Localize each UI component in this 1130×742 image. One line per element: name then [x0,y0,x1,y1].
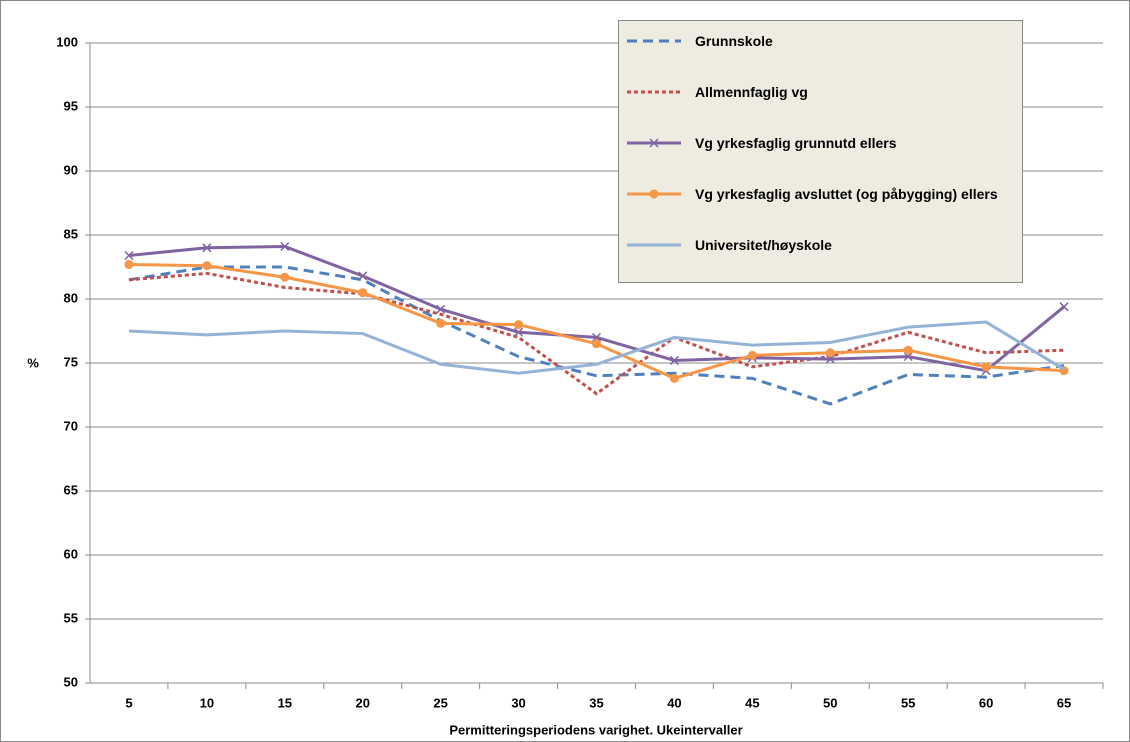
point [591,332,602,342]
y-tick-label: 70 [64,418,78,433]
legend-entry: Vg yrkesfaglig grunnutd ellers [619,131,1022,182]
x-tick-label: 10 [200,695,214,710]
point [280,272,290,282]
x-tick-label: 15 [278,695,292,710]
legend-entry: Allmennfaglig vg [619,80,1022,131]
point [202,261,212,271]
point [280,241,290,252]
x-tick-label: 25 [433,695,447,710]
point [124,250,134,261]
point [436,304,446,314]
x-tick-label: 65 [1057,695,1071,710]
point [1059,302,1069,312]
x-tick-label: 55 [901,695,915,710]
y-tick-label: 75 [64,354,78,369]
point [124,259,134,269]
legend-label: Vg yrkesfaglig grunnutd ellers [695,135,897,151]
legend-entry: Vg yrkesfaglig avsluttet (og påbygging) … [619,182,1022,233]
x-tick-label: 50 [823,695,837,710]
point [202,243,212,253]
x-axis-label: Permitteringsperiodens varighet. Ukeinte… [449,722,742,737]
legend-swatch [627,243,681,247]
series-line [128,271,1065,396]
point [514,320,524,330]
point [669,373,679,383]
point [747,350,757,360]
point [903,345,913,355]
series-line [128,320,1065,375]
y-tick-label: 90 [64,162,78,177]
y-tick-label: 80 [64,290,78,305]
x-tick-label: 60 [979,695,993,710]
legend-label: Vg yrkesfaglig avsluttet (og påbygging) … [695,186,998,202]
y-tick-label: 55 [64,610,78,625]
x-tick-label: 30 [511,695,525,710]
point [669,355,679,365]
y-tick-label: 50 [64,674,78,689]
point [649,189,659,199]
legend-label: Allmennfaglig vg [695,84,808,100]
legend-swatch [627,90,681,94]
point [358,271,368,281]
legend-swatch [627,39,681,43]
series-line [128,265,1065,406]
x-tick-label: 5 [125,695,132,710]
point [825,348,835,358]
x-tick-label: 35 [589,695,603,710]
legend: Grunnskole Allmennfaglig vg Vg yrkesfaglig… [618,20,1023,283]
point [592,339,601,349]
x-tick-label: 45 [745,695,759,710]
point [514,327,524,337]
legend-label: Grunnskole [695,33,773,49]
point [903,352,913,362]
legend-label: Universitet/høyskole [695,237,832,253]
legend-entry: Grunnskole [619,29,1022,80]
legend-entry: Universitet/høyskole [619,233,1022,284]
point [649,138,659,148]
point [436,318,446,328]
x-tick-label: 40 [667,695,681,710]
y-tick-label: 65 [64,482,78,497]
legend-swatch [627,189,681,199]
y-axis-label: % [27,355,39,370]
y-tick-label: 60 [64,546,78,561]
point [825,354,835,364]
y-tick-label: 95 [64,98,78,113]
legend-swatch [627,138,681,148]
point [358,288,368,298]
point [981,362,991,372]
x-tick-label: 20 [355,695,369,710]
y-tick-label: 85 [64,226,78,241]
y-tick-label: 100 [56,34,78,49]
